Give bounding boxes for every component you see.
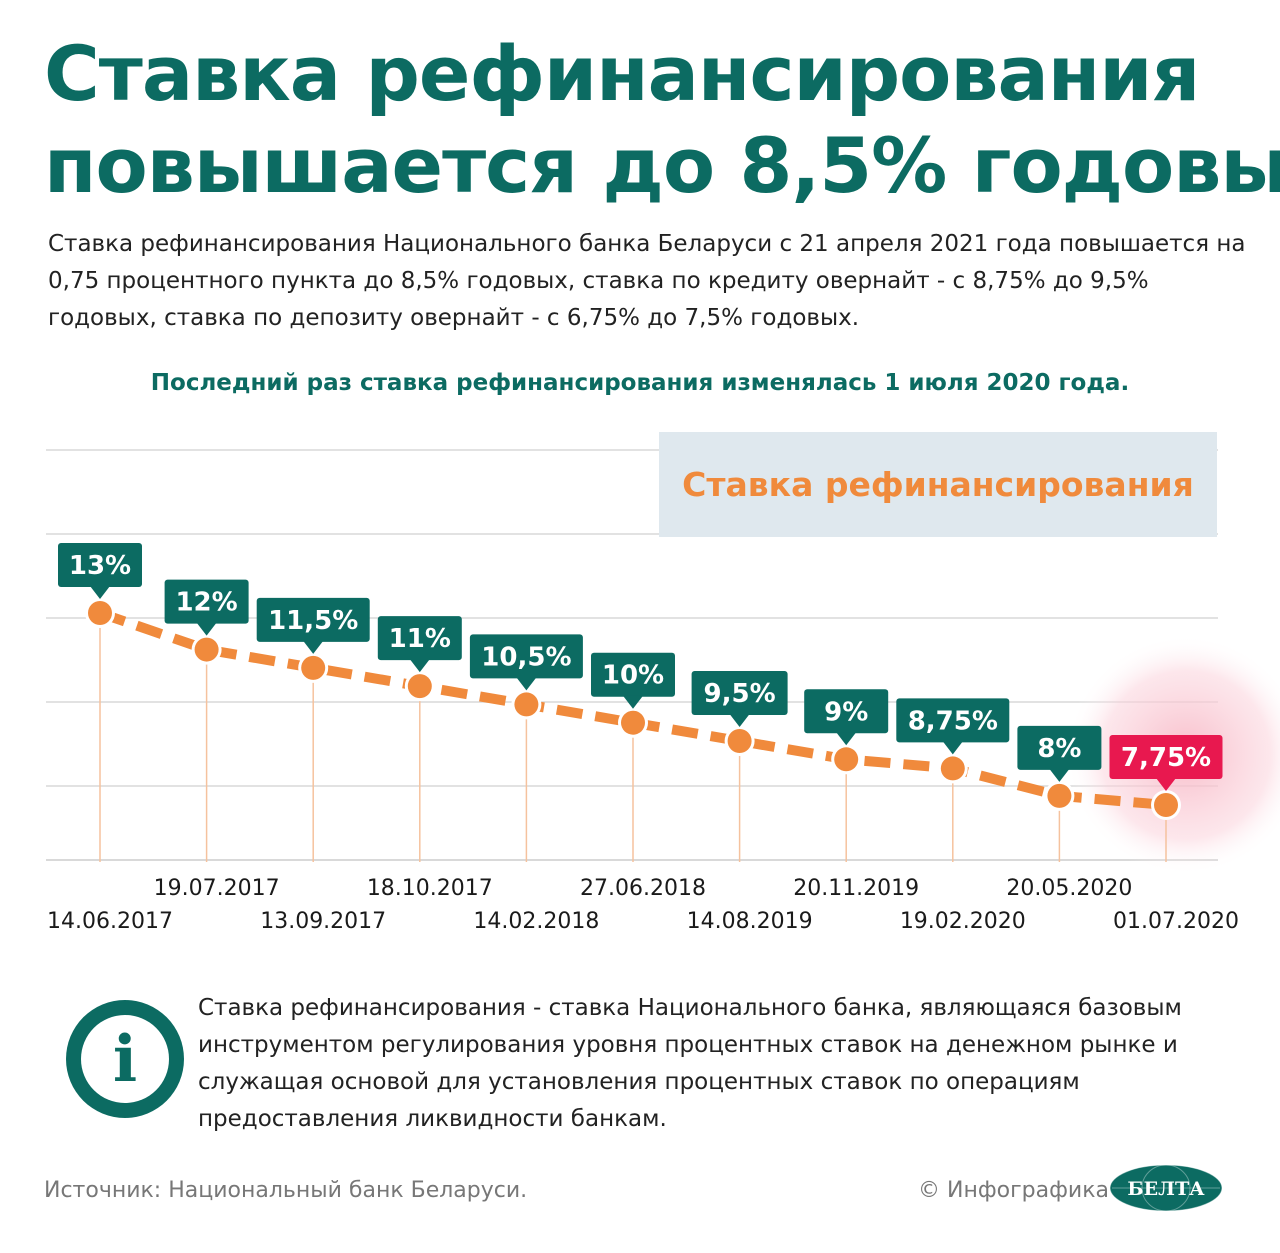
data-point: [940, 756, 965, 781]
rate-label: 13%: [69, 551, 131, 581]
rate-label-box: [469, 634, 583, 679]
page-title: Ставка рефинансирования повышается до 8,…: [44, 28, 1280, 212]
rate-label-box: [164, 579, 249, 624]
date-label: 20.05.2020: [1006, 876, 1132, 901]
rate-label-box: [1017, 725, 1102, 770]
rate-label-box: [256, 597, 370, 642]
rate-label-pointer: [303, 640, 324, 654]
rate-label: 8%: [1037, 734, 1081, 764]
data-point: [514, 692, 539, 717]
data-point: [88, 601, 112, 625]
rate-label: 12%: [175, 588, 237, 618]
date-label: 20.11.2019: [793, 876, 919, 901]
rate-label-box: [804, 689, 889, 734]
rate-label-box: [1109, 735, 1223, 779]
rate-label: 10,5%: [481, 642, 571, 672]
rate-label: 10%: [602, 661, 664, 691]
intro-text: Ставка рефинансирования Национального ба…: [48, 231, 1246, 331]
date-label: 18.10.2017: [367, 876, 493, 901]
data-point: [621, 710, 645, 735]
rate-label-box: [58, 543, 142, 587]
title-line-1: Ставка рефинансирования: [44, 29, 1200, 118]
rate-label: 8,75%: [908, 706, 998, 736]
rate-label: 9%: [824, 697, 868, 727]
rate-label-pointer: [836, 732, 857, 746]
rate-label-box: [591, 652, 675, 697]
rate-label-pointer: [409, 659, 430, 673]
rate-label: 11,5%: [268, 606, 358, 636]
data-point: [301, 655, 326, 680]
rate-label-pointer: [516, 677, 537, 691]
rate-label-box: [377, 616, 462, 661]
date-label: 13.09.2017: [260, 909, 386, 934]
rate-series-line: [98, 608, 1167, 810]
rate-label: 9,5%: [704, 679, 776, 709]
chart-title-box: Ставка рефинансирования: [659, 432, 1217, 537]
rate-label-pointer: [90, 586, 110, 599]
data-point: [407, 674, 432, 699]
data-point: [1047, 783, 1072, 808]
data-point: [834, 747, 859, 772]
rate-label-pointer: [196, 622, 217, 636]
info-icon-glyph: i: [81, 1015, 169, 1103]
refinancing-rate-chart: 13% 12% 11,5% 11% 10,5% 10% 9,5% 9% 8,75% 8% 7,75%…: [46, 449, 1280, 934]
date-label: 14.06.2017: [47, 909, 173, 934]
source-note: Источник: Национальный банк Беларуси.: [44, 1178, 528, 1203]
info-icon: i: [66, 1000, 184, 1118]
belta-logo: БЕЛТА: [1109, 1164, 1223, 1212]
data-point: [727, 729, 752, 753]
belta-logo-text: БЕЛТА: [1127, 1178, 1205, 1200]
date-label: 01.07.2020: [1113, 909, 1239, 934]
date-label: 27.06.2018: [580, 876, 706, 901]
last-change-note: Последний раз ставка рефинансирования из…: [150, 370, 1130, 396]
rate-label: 7,75%: [1121, 743, 1211, 773]
rate-label-pointer: [942, 741, 963, 755]
rate-label-box: [896, 698, 1010, 743]
title-line-2: повышается до 8,5% годовых: [44, 121, 1280, 210]
date-label: 19.07.2017: [154, 876, 280, 901]
date-label: 19.02.2020: [900, 909, 1026, 934]
definition-text: Ставка рефинансирования - ставка Национа…: [198, 995, 1182, 1132]
date-label: 14.02.2018: [473, 909, 599, 934]
rate-label-pointer: [623, 695, 643, 709]
infographic-credit: © Инфографика: [918, 1178, 1109, 1203]
rate-label-pointer: [1049, 768, 1070, 782]
rate-label-box: [691, 671, 788, 715]
rate-label: 11%: [389, 624, 451, 654]
chart-title: Ставка рефинансирования: [682, 465, 1194, 504]
rate-label-pointer: [729, 714, 750, 727]
data-point: [194, 637, 219, 662]
rate-label-pointer: [1156, 778, 1176, 791]
data-point: [1154, 793, 1178, 817]
date-label: 14.08.2019: [687, 909, 813, 934]
